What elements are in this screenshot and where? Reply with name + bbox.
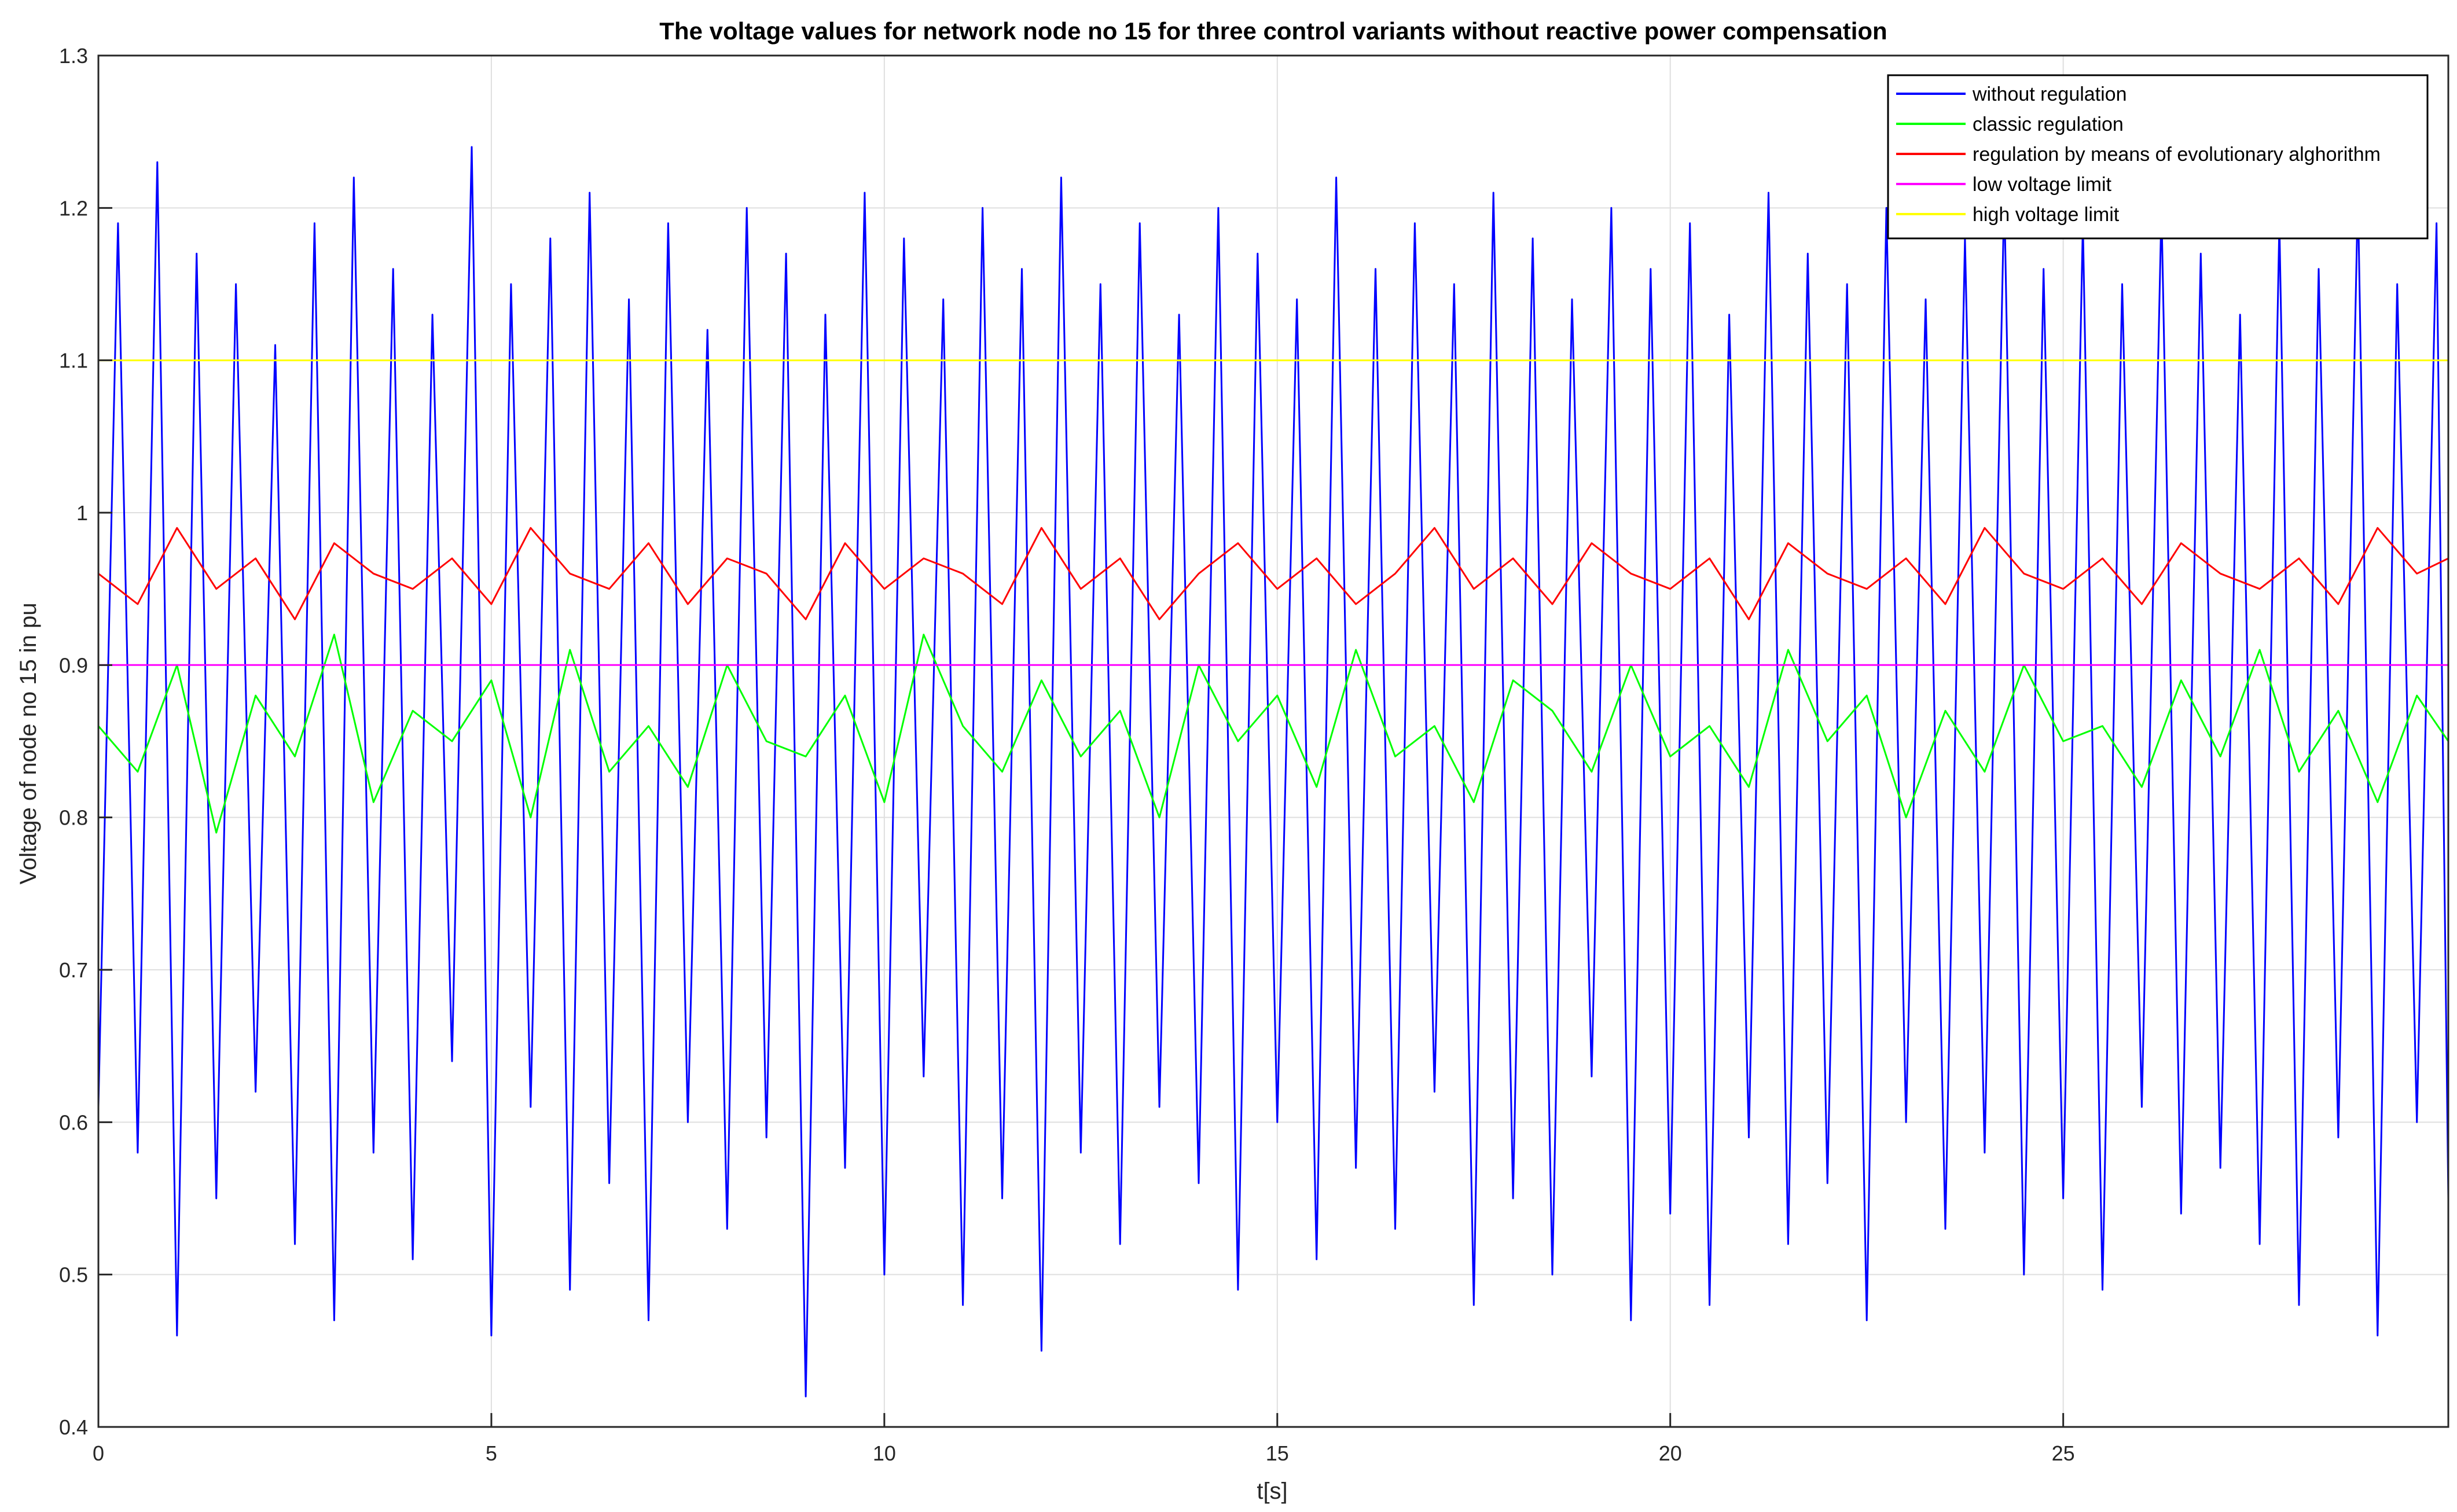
legend-entry: regulation by means of evolutionary algh…	[1973, 144, 2381, 165]
series-layer	[97, 146, 2449, 1397]
series-line-regulation-by-means-of-evolutionary-alghorithm	[98, 527, 2449, 620]
x-tick-label: 0	[93, 1441, 104, 1465]
y-tick-label: 1	[76, 501, 88, 525]
y-axis-label: Voltage of node no 15 in pu	[16, 602, 41, 884]
x-axis-label: t[s]	[1257, 1478, 1287, 1504]
legend-box	[1887, 74, 2429, 240]
plot-frame	[97, 54, 2449, 1428]
y-tick-label: 0.7	[59, 958, 88, 982]
y-tick-label: 1.2	[59, 196, 88, 220]
x-tick-label: 20	[1659, 1441, 1682, 1465]
series-line-classic-regulation	[97, 634, 2449, 834]
series-line-without-regulation	[97, 146, 2449, 1397]
x-tick-label: 10	[873, 1441, 896, 1465]
legend-entry: low voltage limit	[1973, 174, 2112, 196]
x-tick-label: 15	[1266, 1441, 1289, 1465]
legend-entry: classic regulation	[1973, 113, 2124, 135]
y-tick-label: 1.3	[59, 44, 88, 68]
y-tick-label: 0.5	[59, 1263, 88, 1287]
legend: without regulation classic regulation regu…	[1887, 74, 2429, 240]
y-tick-label: 0.9	[59, 653, 88, 677]
tick-labels: 0 5 10 15 20 25 0.4 0.5 0.6 0.7 0.8 0.9 1 1.1 1.2 1.3	[59, 44, 2075, 1465]
chart-title: The voltage values for network node no 1…	[659, 17, 1887, 45]
y-tick-label: 0.8	[59, 806, 88, 830]
y-tick-label: 0.4	[59, 1415, 88, 1439]
y-tick-label: 0.6	[59, 1110, 88, 1134]
x-tick-label: 5	[486, 1441, 497, 1465]
y-tick-label: 1.1	[59, 349, 88, 373]
x-tick-label: 25	[2052, 1441, 2075, 1465]
legend-entry: without regulation	[1972, 83, 2127, 105]
legend-entry: high voltage limit	[1973, 204, 2120, 226]
